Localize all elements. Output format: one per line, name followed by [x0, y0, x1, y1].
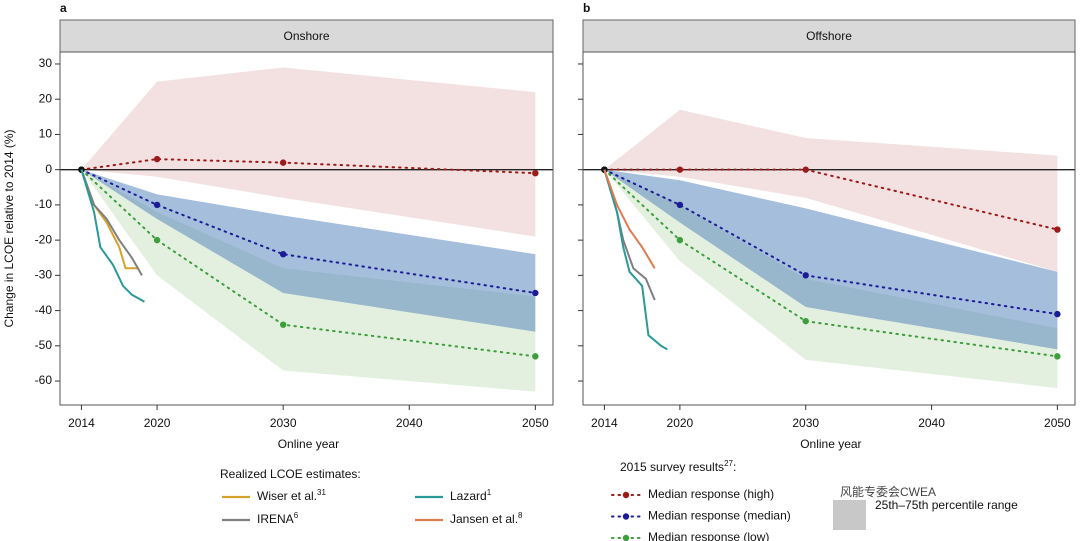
survey-line: [603, 168, 1059, 316]
legend-label: Median response (low): [648, 530, 769, 541]
x-tick-label: 2014: [591, 416, 618, 430]
x-axis-label: Online year: [278, 437, 339, 451]
y-tick-label: -40: [35, 303, 53, 317]
strip: [59, 19, 554, 53]
legend-label: 25th–75th percentile range: [875, 498, 1018, 512]
plot-area: [60, 67, 553, 392]
survey-line: [603, 168, 1059, 358]
realized-line: [603, 169, 656, 269]
x-tick-label: 2014: [68, 416, 95, 430]
legend-label: Lazard1: [450, 488, 492, 504]
survey-point: [153, 236, 161, 244]
y-tick-label: -50: [35, 338, 53, 352]
survey-point: [676, 236, 684, 244]
y-tick-label: -20: [35, 232, 53, 246]
legend-ref: 1: [487, 488, 492, 497]
y-tick-label: 20: [39, 91, 53, 105]
survey-line: [80, 168, 537, 294]
survey-line: [603, 168, 1059, 231]
panel-label: b: [583, 1, 590, 15]
legend-dot: [622, 491, 630, 499]
x-tick-label: 2020: [144, 416, 171, 430]
plot: [60, 67, 553, 392]
survey-point: [532, 353, 539, 360]
survey-point: [802, 272, 809, 279]
realized-line: [80, 169, 143, 276]
y-tick-label: -30: [35, 268, 53, 282]
plot-area: [583, 109, 1075, 389]
legend-name: Jansen et al.: [450, 512, 518, 526]
x-tick-label: 2030: [270, 416, 297, 430]
x-tick-label: 2040: [918, 416, 945, 430]
legend-label: Jansen et al.8: [450, 511, 523, 527]
panel-title: Offshore: [806, 29, 852, 43]
legend-label: IRENA6: [257, 511, 299, 527]
x-tick-label: 2030: [792, 416, 819, 430]
legend-ref: 31: [317, 488, 326, 497]
percentile-band: [604, 169, 1058, 389]
legend-title: 2015 survey results27:: [620, 459, 736, 475]
legend-title: Realized LCOE estimates:: [220, 467, 361, 481]
survey-point: [1054, 353, 1061, 360]
legend-name: IRENA: [257, 512, 294, 526]
survey-point: [1054, 310, 1061, 318]
y-tick-label: 30: [39, 56, 53, 70]
x-tick-label: 2020: [667, 416, 694, 430]
survey-point: [802, 317, 809, 325]
realized-line: [603, 169, 668, 351]
survey-point: [676, 166, 684, 173]
panel-title: Onshore: [283, 29, 329, 43]
x-tick-label: 2050: [1044, 416, 1071, 430]
legend-band-swatch: [833, 500, 866, 530]
legend-label: Wiser et al.31: [257, 488, 326, 504]
x-axis-label: Online year: [800, 437, 861, 451]
survey-point: [153, 201, 161, 209]
survey-point: [153, 155, 161, 163]
y-axis-label: Change in LCOE relative to 2014 (%): [2, 129, 16, 327]
survey-point: [279, 321, 287, 328]
legend-dot: [622, 513, 630, 520]
survey-point: [279, 251, 287, 258]
legend-label: Median response (median): [648, 509, 791, 523]
plot: [583, 109, 1075, 389]
panel-label: a: [60, 1, 67, 15]
survey-point: [279, 159, 287, 166]
y-tick-label: -60: [35, 373, 53, 387]
survey-point: [532, 169, 539, 177]
legend-title-part: 2015 survey results: [620, 460, 724, 474]
legend-title-part: :: [733, 460, 736, 474]
y-tick-label: 10: [39, 127, 53, 141]
legend-name: Wiser et al.: [257, 489, 317, 503]
survey-line: [80, 158, 537, 175]
y-tick-label: -10: [35, 197, 53, 211]
legend-ref: 6: [294, 511, 299, 520]
survey-line: [80, 168, 537, 358]
x-tick-label: 2040: [396, 416, 423, 430]
survey-point: [532, 289, 539, 297]
survey-point: [802, 166, 809, 173]
survey-point: [1054, 226, 1061, 233]
strip: [582, 19, 1076, 53]
legend-title-part: 27: [724, 459, 733, 468]
legend-ref: 8: [518, 511, 523, 520]
plot-border: [59, 51, 554, 406]
y-tick-label: 0: [45, 162, 52, 176]
x-tick-label: 2050: [522, 416, 549, 430]
percentile-band: [604, 169, 1058, 350]
legend-name: Lazard: [450, 489, 487, 503]
percentile-band: [81, 67, 536, 237]
realized-line: [80, 169, 145, 303]
legend-dot: [622, 534, 630, 541]
percentile-band: [81, 169, 536, 332]
watermark: 风能专委会CWEA: [840, 484, 936, 499]
legend-label: Median response (high): [648, 487, 774, 501]
percentile-band: [604, 109, 1058, 272]
plot-border: [582, 51, 1076, 406]
survey-point: [676, 201, 684, 209]
